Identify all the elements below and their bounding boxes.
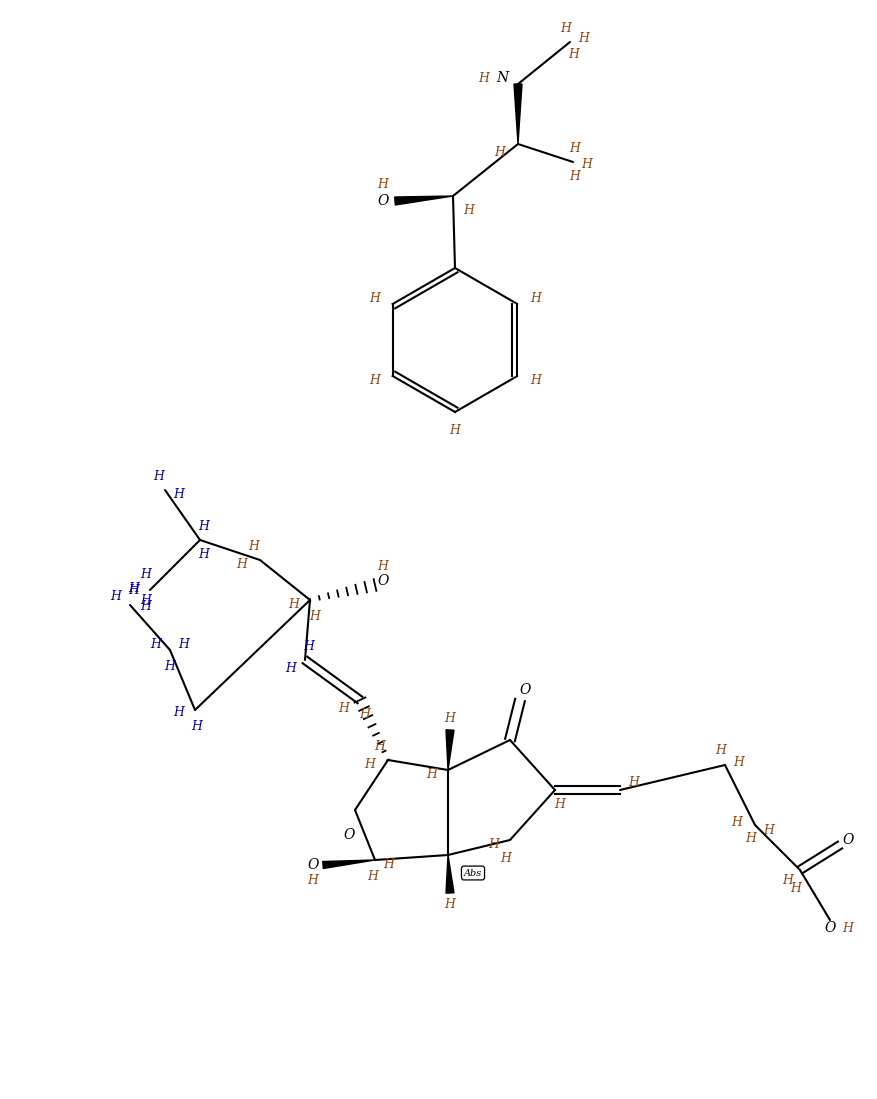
Text: H: H <box>383 858 395 872</box>
Text: H: H <box>426 768 438 781</box>
Text: O: O <box>343 828 354 842</box>
Text: H: H <box>733 756 745 769</box>
Text: H: H <box>308 875 318 888</box>
Text: H: H <box>153 469 165 482</box>
Text: H: H <box>374 740 385 753</box>
Text: H: H <box>174 706 184 719</box>
Text: H: H <box>530 292 541 306</box>
Text: H: H <box>369 375 380 388</box>
Text: H: H <box>303 640 315 653</box>
Text: O: O <box>307 858 318 872</box>
Text: H: H <box>165 659 175 673</box>
Text: H: H <box>745 833 757 845</box>
Text: H: H <box>339 701 349 714</box>
Text: H: H <box>568 47 580 60</box>
Text: H: H <box>378 560 389 574</box>
Polygon shape <box>446 730 454 770</box>
Text: H: H <box>174 488 184 501</box>
Text: O: O <box>377 574 389 588</box>
Polygon shape <box>323 861 375 868</box>
Text: H: H <box>629 776 639 788</box>
Text: H: H <box>140 599 152 612</box>
Text: H: H <box>790 881 802 895</box>
Text: O: O <box>842 833 853 847</box>
Text: H: H <box>450 423 460 436</box>
Text: H: H <box>495 145 505 158</box>
Text: H: H <box>464 203 474 217</box>
Text: H: H <box>479 71 489 85</box>
Text: H: H <box>501 852 511 865</box>
Text: H: H <box>445 711 455 724</box>
Text: H: H <box>198 547 210 560</box>
Text: O: O <box>377 195 389 208</box>
Text: H: H <box>140 595 152 608</box>
Text: H: H <box>360 708 370 721</box>
Text: H: H <box>581 157 593 170</box>
Text: H: H <box>140 567 152 580</box>
Polygon shape <box>514 84 522 144</box>
Text: H: H <box>782 874 794 887</box>
Text: H: H <box>151 639 161 652</box>
Text: H: H <box>530 375 541 388</box>
Text: H: H <box>286 662 296 675</box>
Text: O: O <box>824 921 836 935</box>
Text: H: H <box>378 178 389 191</box>
Text: H: H <box>579 32 589 44</box>
Text: H: H <box>569 169 581 182</box>
Text: H: H <box>179 639 189 652</box>
Text: H: H <box>248 540 260 553</box>
Text: H: H <box>191 720 203 733</box>
Text: Abs: Abs <box>464 868 482 877</box>
Text: H: H <box>560 22 572 34</box>
Text: H: H <box>369 292 380 306</box>
Polygon shape <box>395 196 453 206</box>
Text: H: H <box>488 839 499 852</box>
Text: H: H <box>198 520 210 533</box>
Text: H: H <box>310 610 320 622</box>
Text: H: H <box>365 758 375 771</box>
Text: H: H <box>554 798 566 810</box>
Text: H: H <box>367 869 379 882</box>
Text: H: H <box>764 823 774 836</box>
Text: N: N <box>496 71 508 85</box>
Text: H: H <box>237 558 247 571</box>
Text: O: O <box>519 682 531 697</box>
Text: H: H <box>569 142 581 155</box>
Text: H: H <box>716 744 726 757</box>
Text: H: H <box>843 921 853 934</box>
Text: H: H <box>129 584 139 597</box>
Text: H: H <box>129 582 139 596</box>
Text: H: H <box>111 590 121 603</box>
Text: H: H <box>731 817 743 830</box>
Text: H: H <box>289 599 299 611</box>
Polygon shape <box>446 855 454 893</box>
Text: H: H <box>445 899 455 911</box>
